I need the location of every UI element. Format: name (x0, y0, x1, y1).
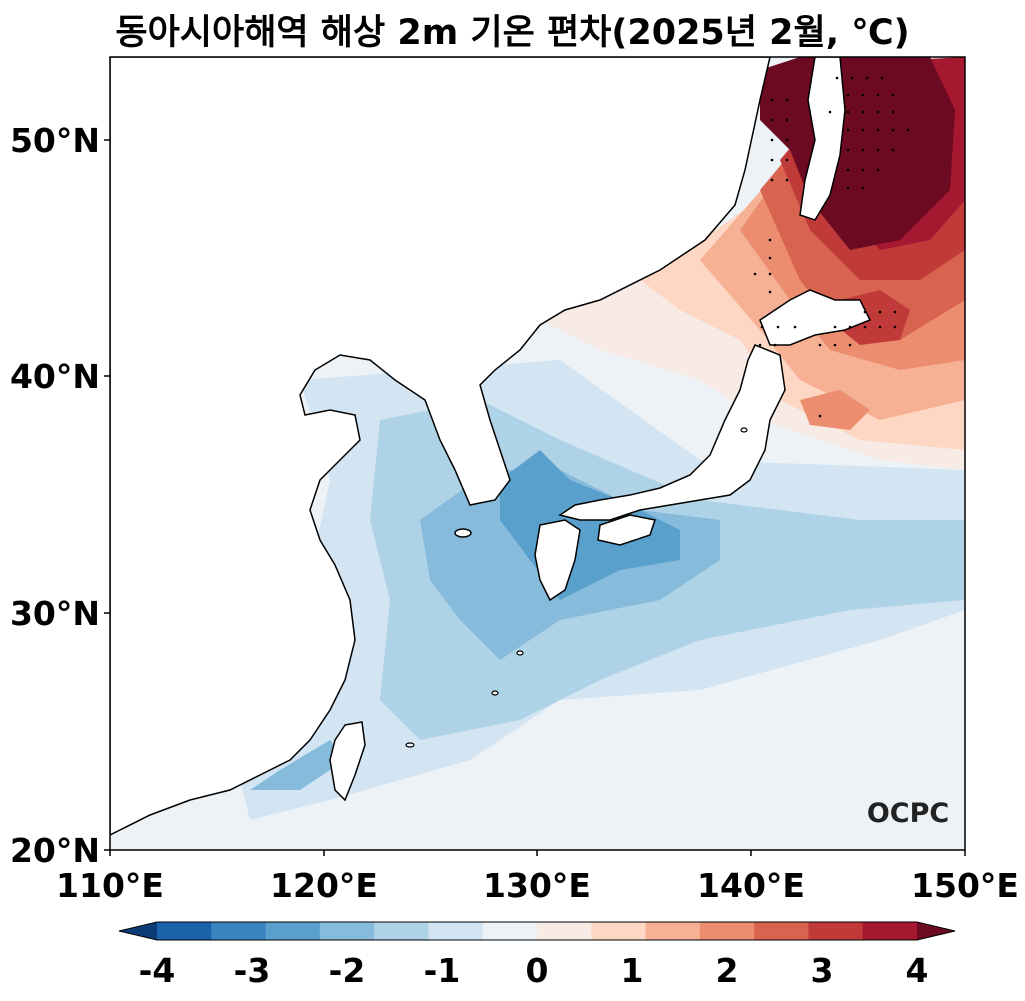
colorbar-segment (645, 922, 701, 940)
colorbar-tick-label: 0 (526, 951, 549, 990)
jeju-land (454, 528, 472, 538)
lat-tick-label: 30°N (10, 594, 100, 633)
colorbar-outline (118, 921, 956, 941)
lon-tick-label: 110°E (56, 866, 164, 905)
colorbar-segment (265, 922, 321, 940)
colorbar-extend-low (119, 922, 157, 940)
colorbar-segment (699, 922, 755, 940)
colorbar-segment (537, 922, 592, 940)
colorbar-segment (211, 922, 267, 940)
colorbar-tick-label: -2 (329, 951, 366, 990)
colorbar-segment (374, 922, 429, 940)
mainland-land (110, 57, 771, 836)
lat-tick-label: 40°N (10, 357, 100, 396)
lat-tick-label: 20°N (10, 831, 100, 870)
colorbar-tick-label: -3 (234, 951, 271, 990)
colorbar-segment (428, 922, 484, 940)
lon-tick-label: 150°E (911, 866, 1019, 905)
ocpc-logo: OCPC (867, 798, 949, 829)
honshu-land (558, 344, 786, 521)
hokkaido-land (759, 289, 872, 346)
colorbar-ticks: -4 -3 -2 -1 0 1 2 3 4 (139, 951, 929, 990)
taiwan-land (329, 721, 366, 802)
colorbar-tick-label: 1 (621, 951, 644, 990)
colorbar-tick-label: 2 (716, 951, 739, 990)
colorbar-segment (319, 922, 375, 940)
colorbar-segment (862, 922, 918, 940)
colorbar-extend-high (917, 922, 955, 940)
lat-axis: 50°N 40°N 30°N 20°N (10, 121, 110, 870)
map-title: 동아시아해역 해상 2m 기온 편차(2025년 2월, ℃) (115, 13, 910, 53)
anomaly-field: OCPC (110, 57, 965, 850)
lon-axis: 110°E 120°E 130°E 140°E 150°E (56, 850, 1019, 905)
colorbar-segment (808, 922, 864, 940)
colorbar-tick-label: -4 (139, 951, 176, 990)
lat-tick-label: 50°N (10, 121, 100, 160)
lon-tick-label: 140°E (697, 866, 805, 905)
colorbar-segment (591, 922, 647, 940)
lon-tick-label: 130°E (483, 866, 591, 905)
colorbar (118, 921, 956, 941)
colorbar-tick-label: 3 (811, 951, 834, 990)
lon-tick-label: 120°E (270, 866, 378, 905)
colorbar-segment (754, 922, 809, 940)
sakhalin-land (799, 57, 846, 221)
colorbar-segment (157, 922, 212, 940)
significance-dots (753, 76, 910, 418)
colorbar-segment (482, 922, 538, 940)
colorbar-tick-label: -1 (424, 951, 461, 990)
colorbar-tick-label: 4 (906, 951, 929, 990)
kyushu-land (534, 519, 581, 602)
shikoku-land (597, 514, 656, 546)
